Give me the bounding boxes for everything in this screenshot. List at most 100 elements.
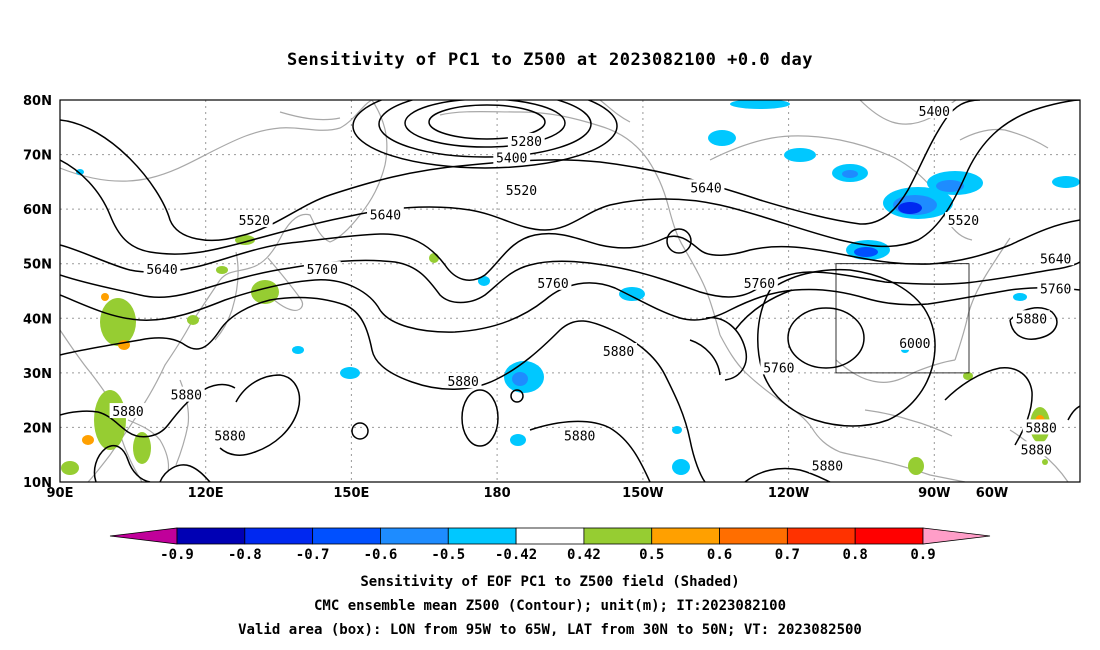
lon-tick-label: 90W — [918, 486, 950, 501]
lat-tick-label: 20N — [23, 421, 52, 436]
colorbar-low-extension — [109, 527, 178, 545]
contour-label-bg — [945, 212, 982, 228]
contour-label-bg — [444, 373, 482, 389]
contour-label: 5880 — [214, 430, 245, 445]
footer-line-shading: Sensitivity of EOF PC1 to Z500 field (Sh… — [360, 574, 740, 590]
contour-label-bg — [503, 182, 540, 198]
contour-label-bg — [493, 149, 531, 165]
lon-tick-label: 60W — [976, 486, 1008, 501]
colorbar-tick-label: 0.42 — [567, 547, 601, 563]
contour-label: 5880 — [171, 389, 202, 404]
contour-label-bg — [1017, 441, 1055, 457]
colorbar-swatch — [447, 527, 517, 545]
contour-label-bg — [741, 274, 778, 290]
contour-label: 5760 — [537, 277, 568, 292]
colorbar-tick-label: 0.7 — [775, 547, 800, 563]
contour-label: 5520 — [948, 214, 979, 229]
lat-tick-label: 30N — [23, 367, 52, 382]
contour-label: 6000 — [899, 337, 930, 352]
colorbar: -0.9 -0.8 -0.7 -0.6 -0.5 -0.42 0.42 0.5 0.6 0.7 0.… — [109, 527, 991, 563]
contour-label: 5640 — [1040, 252, 1071, 267]
lon-tick-label: 120W — [768, 486, 809, 501]
valid-area-box — [835, 263, 970, 374]
lon-tick-label: 120E — [188, 486, 224, 501]
contour-label-bg — [915, 102, 953, 118]
contour-label-bg — [235, 212, 273, 228]
sensitivity-shading — [61, 100, 1080, 475]
contour-label-bg — [1037, 250, 1075, 266]
colorbar-swatch — [854, 527, 924, 545]
colorbar-swatch — [786, 527, 856, 545]
colorbar-tick-label: 0.5 — [639, 547, 664, 563]
contour-label: 5880 — [1016, 312, 1047, 327]
map-frame — [59, 99, 1081, 483]
colorbar-tick-label: 0.8 — [843, 547, 868, 563]
contour-label: 5760 — [1040, 282, 1071, 297]
contour-label: 5880 — [447, 375, 478, 390]
contour-label: 5880 — [1025, 421, 1056, 436]
colorbar-tick-label: -0.8 — [228, 547, 262, 563]
contour-label-bg — [896, 334, 934, 350]
contour-label: 5280 — [511, 135, 542, 150]
contour-label: 5760 — [744, 277, 775, 292]
contour-label: 5640 — [146, 263, 177, 278]
colorbar-tick-label: 0.6 — [707, 547, 732, 563]
colorbar-high-extension — [922, 527, 991, 545]
colorbar-swatch — [312, 527, 381, 545]
contour-label-bg — [600, 343, 637, 359]
lat-tick-label: 60N — [23, 203, 52, 218]
contour-label: 5520 — [506, 184, 537, 199]
contour-label: 5880 — [812, 460, 843, 475]
colorbar-tick-label: -0.42 — [495, 547, 537, 563]
contour-label: 5760 — [763, 361, 794, 376]
contour-label-bg — [561, 427, 599, 443]
z500-contours — [60, 100, 1080, 482]
lat-tick-label: 50N — [23, 258, 52, 273]
footer-line-valid-area: Valid area (box): LON from 95W to 65W, L… — [238, 622, 862, 638]
lon-tick-label: 150W — [622, 486, 663, 501]
contour-label: 5880 — [603, 345, 634, 360]
contour-label: 5520 — [239, 214, 270, 229]
colorbar-tick-label: -0.9 — [160, 547, 194, 563]
contour-label: 5760 — [307, 263, 338, 278]
colorbar-tick-label: -0.7 — [296, 547, 330, 563]
contour-label-bg — [1013, 310, 1050, 326]
contour-label-bg — [143, 261, 181, 277]
contour-label: 5880 — [564, 430, 595, 445]
lon-tick-label: 180 — [484, 486, 511, 501]
lat-tick-label: 40N — [23, 312, 52, 327]
contour-label-bg — [167, 386, 205, 402]
contour-label: 5640 — [690, 181, 721, 196]
lon-axis: 90E 120E 150E 180 150W 120W 90W 60W — [47, 486, 1009, 501]
colorbar-swatch — [244, 527, 314, 545]
contour-label-bg — [534, 274, 572, 290]
colorbar-swatch — [176, 527, 246, 545]
contour-label-bg — [303, 261, 341, 277]
colorbar-tick-label: -0.5 — [431, 547, 465, 563]
contour-label: 5880 — [1021, 443, 1052, 458]
lat-tick-label: 70N — [23, 149, 52, 164]
colorbar-tick-label: -0.6 — [364, 547, 398, 563]
contour-label-bg — [109, 403, 147, 419]
lat-tick-label: 10N — [23, 476, 52, 491]
colorbar-swatch — [380, 527, 449, 545]
lat-axis: 80N 70N 60N 50N 40N 30N 20N 10N — [23, 94, 52, 491]
contour-label-bg — [1022, 419, 1060, 435]
map-grid — [60, 100, 1080, 482]
contour-label: 5640 — [370, 209, 401, 224]
colorbar-swatch — [583, 527, 653, 545]
chart-title: Sensitivity of PC1 to Z500 at 2023082100… — [286, 50, 813, 70]
footer-line-contour: CMC ensemble mean Z500 (Contour); unit(m… — [313, 598, 786, 614]
contour-label-bg — [687, 179, 725, 195]
lon-tick-label: 90E — [47, 486, 74, 501]
contour-label-bg — [809, 457, 846, 473]
contour-label: 5400 — [496, 151, 527, 166]
contour-label-bg — [211, 427, 249, 443]
contour-label-bg — [507, 132, 545, 148]
colorbar-swatch — [651, 527, 720, 545]
contour-label: 5880 — [112, 405, 143, 420]
colorbar-swatch — [719, 527, 788, 545]
contour-label-bg — [1037, 280, 1075, 296]
